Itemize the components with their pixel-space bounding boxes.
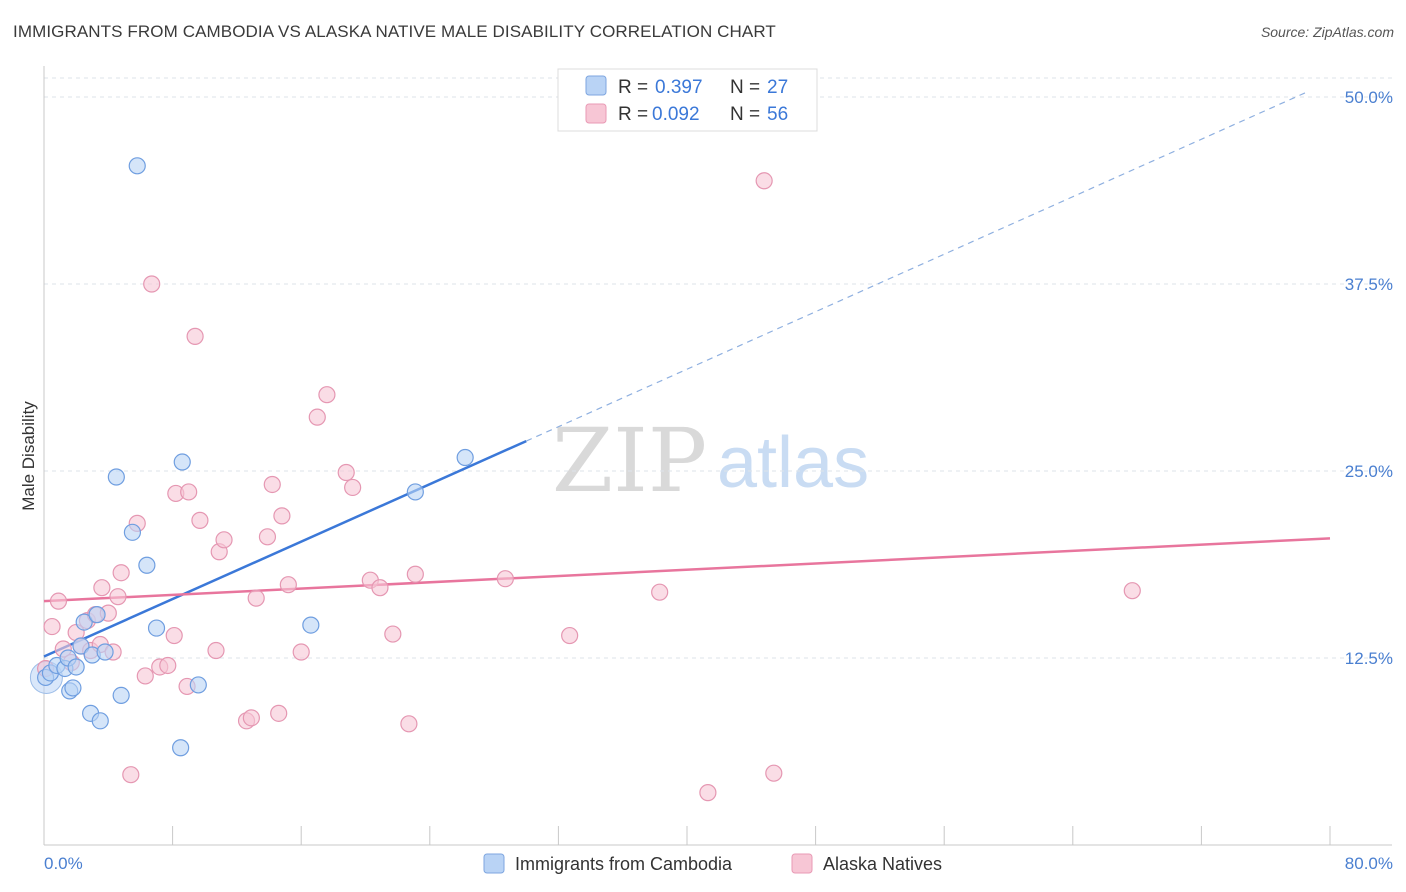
legend-r-value-alaska: 0.092 [652,104,700,125]
data-point-alaska [165,626,183,645]
legend-n-label-cambodia: N = [730,77,760,98]
data-point-alaska [93,579,111,597]
data-point-cambodia [64,679,82,697]
data-point-alaska [258,528,277,546]
data-point-alaska [159,656,177,675]
trend-line-cambodia [43,439,527,658]
data-point-alaska [318,386,336,404]
data-point-alaska [43,617,61,636]
legend-swatch-cambodia [585,75,607,96]
data-point-alaska [496,570,514,588]
y-tick-label: 12.5% [1345,649,1393,668]
axes [43,66,1392,846]
data-point-alaska [180,483,198,501]
data-point-alaska [207,641,225,660]
bottom-legend-label-alaska: Alaska Natives [823,854,942,874]
data-point-alaska [651,583,669,601]
chart-title: IMMIGRANTS FROM CAMBODIA VS ALASKA NATIV… [13,22,776,41]
data-point-alaska [292,643,310,661]
data-point-cambodia [67,658,85,676]
data-point-alaska [371,579,389,597]
legend-r-label-cambodia: R = [618,77,648,98]
data-point-cambodia [96,643,114,661]
legend-r-value-cambodia: 0.397 [655,77,703,98]
data-point-alaska [242,709,260,727]
data-points [29,157,1141,802]
data-point-alaska [755,172,773,190]
data-point-cambodia [75,613,93,631]
data-point-cambodia [173,453,191,471]
data-point-cambodia [189,676,207,694]
gridlines [44,77,1392,659]
y-tick-label: 37.5% [1345,275,1393,294]
x-tick-label-min: 0.0% [44,854,83,873]
y-tick-label: 50.0% [1345,88,1393,107]
legend-n-label-alaska: N = [730,104,760,125]
watermark-zip: ZIP [552,409,707,512]
data-point-alaska [136,667,154,685]
x-tick-label-max: 80.0% [1345,854,1393,873]
data-point-alaska [400,715,418,733]
bottom-legend-label-cambodia: Immigrants from Cambodia [515,854,733,874]
data-point-cambodia [91,712,109,730]
trend-lines [43,91,1331,658]
data-point-alaska [337,463,355,482]
data-point-alaska [263,475,281,494]
data-point-alaska [191,511,209,529]
y-tick-labels: 12.5% 25.0% 37.5% 50.0% [1345,88,1393,668]
legend-n-value-cambodia: 27 [767,77,788,98]
data-point-alaska [279,576,297,594]
y-axis-label: Male Disability [19,401,38,511]
data-point-cambodia [112,686,130,705]
data-point-alaska [215,531,233,549]
data-point-cambodia [88,606,106,624]
data-point-alaska [122,766,140,784]
y-tick-label: 25.0% [1345,462,1393,481]
bottom-legend-swatch-cambodia [483,853,505,874]
data-point-alaska [1123,582,1141,600]
data-point-cambodia [128,157,146,175]
data-point-alaska [344,478,362,497]
legend-n-value-alaska: 56 [767,104,788,125]
data-point-alaska [112,564,130,582]
data-point-cambodia [147,619,166,637]
data-point-cambodia [172,739,190,757]
data-point-cambodia [138,556,156,574]
source-label: Source: ZipAtlas.com [1260,24,1394,40]
legend-r-label-alaska: R = [618,104,648,125]
legend: R = 0.397 N = 27 R = 0.092 N = 56 [557,68,818,132]
data-point-alaska [270,704,288,722]
trend-line-cambodia-extension [526,91,1307,442]
data-point-alaska [406,565,424,583]
watermark-atlas: atlas [717,423,869,503]
bottom-legend-swatch-alaska [791,853,813,874]
data-point-alaska [143,275,161,293]
data-point-alaska [699,784,717,802]
data-point-alaska [247,589,265,607]
legend-swatch-alaska [585,103,607,124]
data-point-cambodia [72,637,90,655]
data-point-alaska [384,625,402,643]
data-point-cambodia [123,523,142,541]
data-point-cambodia [302,616,320,634]
data-point-alaska [109,588,127,606]
data-point-alaska [186,327,204,345]
data-point-alaska [49,592,68,610]
bottom-legend: Immigrants from Cambodia Alaska Natives [483,853,942,874]
data-point-alaska [273,507,291,525]
data-point-cambodia [406,483,424,501]
data-point-cambodia [107,468,125,486]
data-point-alaska [561,626,579,645]
data-point-cambodia [456,448,474,467]
data-point-alaska [765,764,783,782]
data-point-alaska [308,408,326,426]
